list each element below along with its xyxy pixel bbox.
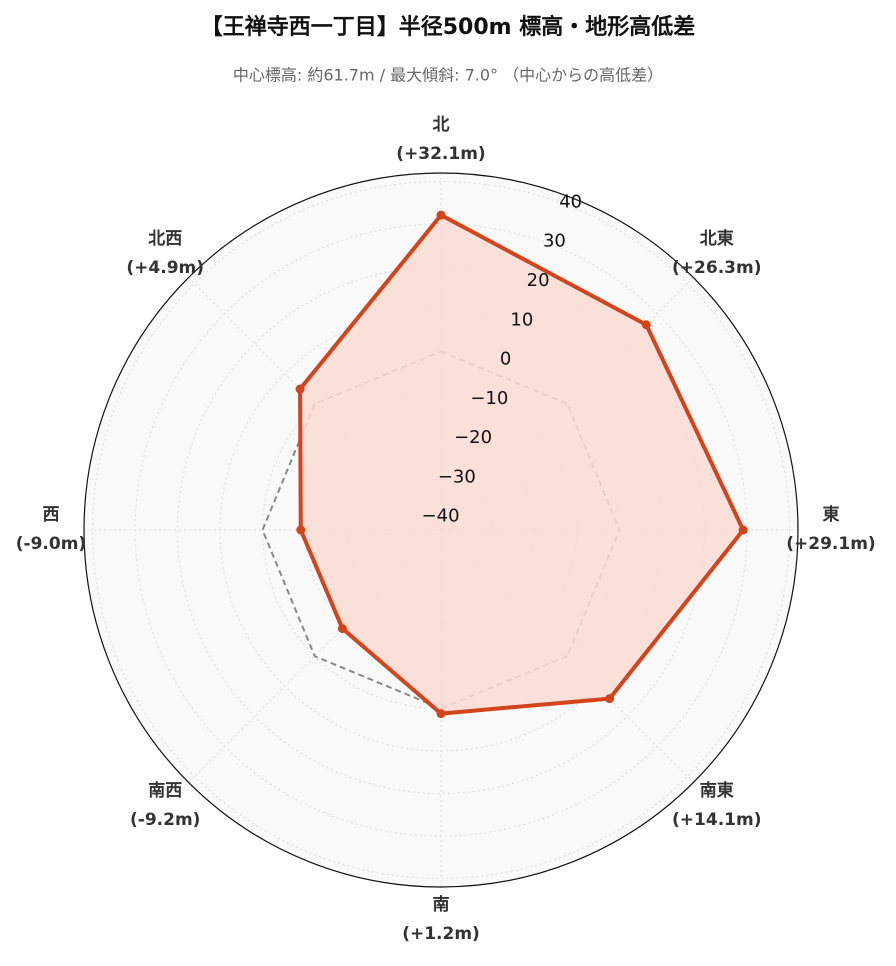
r-tick-label: −10	[470, 388, 508, 409]
r-tick-label: 10	[510, 309, 533, 330]
r-tick-label: 20	[527, 270, 550, 291]
category-value-label: (+14.1m)	[672, 810, 761, 830]
radar-point	[605, 694, 615, 704]
radar-point	[738, 525, 748, 535]
category-label: 北西	[148, 229, 182, 249]
radar-point	[436, 709, 446, 719]
category-value-label: (-9.0m)	[16, 534, 86, 554]
r-tick-label: 0	[500, 349, 511, 370]
category-value-label: (+4.9m)	[126, 258, 204, 278]
radar-point	[296, 525, 306, 535]
category-value-label: (+32.1m)	[396, 144, 485, 164]
category-value-label: (+26.3m)	[672, 258, 761, 278]
radar-point	[641, 320, 651, 330]
grid-circle	[92, 181, 790, 879]
r-tick-label: −20	[454, 427, 492, 448]
r-tick-label: −40	[422, 506, 460, 527]
category-label: 西	[43, 505, 60, 525]
radar-point	[337, 624, 347, 634]
chart-title: 【王禅寺西一丁目】半径500m 標高・地形高低差	[201, 14, 696, 40]
radar-point	[295, 384, 305, 394]
category-value-label: (+29.1m)	[786, 534, 875, 554]
category-label: 南東	[700, 780, 734, 801]
category-value-label: (-9.2m)	[130, 810, 200, 830]
plot-border	[83, 172, 799, 888]
category-label: 東	[823, 504, 840, 525]
category-label: 南西	[148, 780, 182, 801]
category-label: 北	[433, 115, 450, 135]
r-tick-label: −30	[438, 466, 476, 487]
chart-subtitle: 中心標高: 約61.7m / 最大傾斜: 7.0° （中心からの高低差）	[233, 66, 663, 85]
r-tick-label: 40	[559, 191, 582, 212]
category-label: 北東	[700, 228, 734, 249]
radar-point	[436, 210, 446, 220]
category-label: 南	[433, 894, 450, 915]
category-value-label: (+1.2m)	[402, 924, 480, 944]
r-tick-label: 30	[543, 231, 566, 252]
